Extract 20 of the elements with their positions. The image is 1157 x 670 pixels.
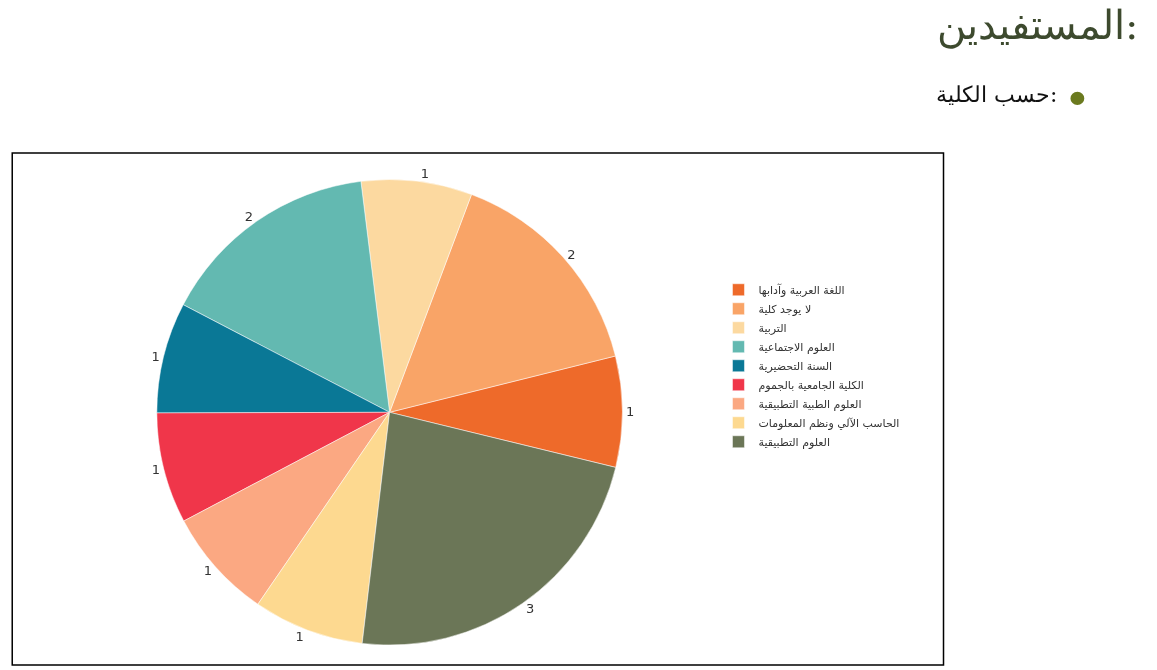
data-label: 2 — [244, 208, 254, 224]
legend-label: اللغة العربية وآدابها — [758, 283, 845, 298]
data-label: 1 — [151, 349, 160, 365]
text: حسب الكلية: — [936, 82, 1058, 107]
text: المستفيدين: — [937, 2, 1139, 49]
data-label: 1 — [151, 461, 160, 477]
data-label: 1 — [203, 562, 213, 578]
data-label: 1 — [626, 404, 635, 420]
legend-label: السنة التحضيرية — [758, 360, 833, 374]
legend-label: العلوم الطبية التطبيقية — [758, 398, 862, 412]
data-label: 2 — [567, 246, 576, 262]
data-label: 1 — [295, 629, 304, 645]
legend-label: العلوم الاجتماعية — [758, 341, 835, 355]
legend-label: العلوم التطبيقية — [758, 436, 831, 450]
legend-label: لا يوجد كلية — [758, 303, 812, 317]
data-label: 1 — [420, 166, 430, 182]
legend-label: التربية — [758, 322, 787, 336]
data-label: 3 — [526, 601, 535, 617]
legend-label: الكلية الجامعية بالجموم — [758, 379, 864, 393]
legend-label: الحاسب الآلي ونظم المعلومات — [758, 417, 900, 431]
